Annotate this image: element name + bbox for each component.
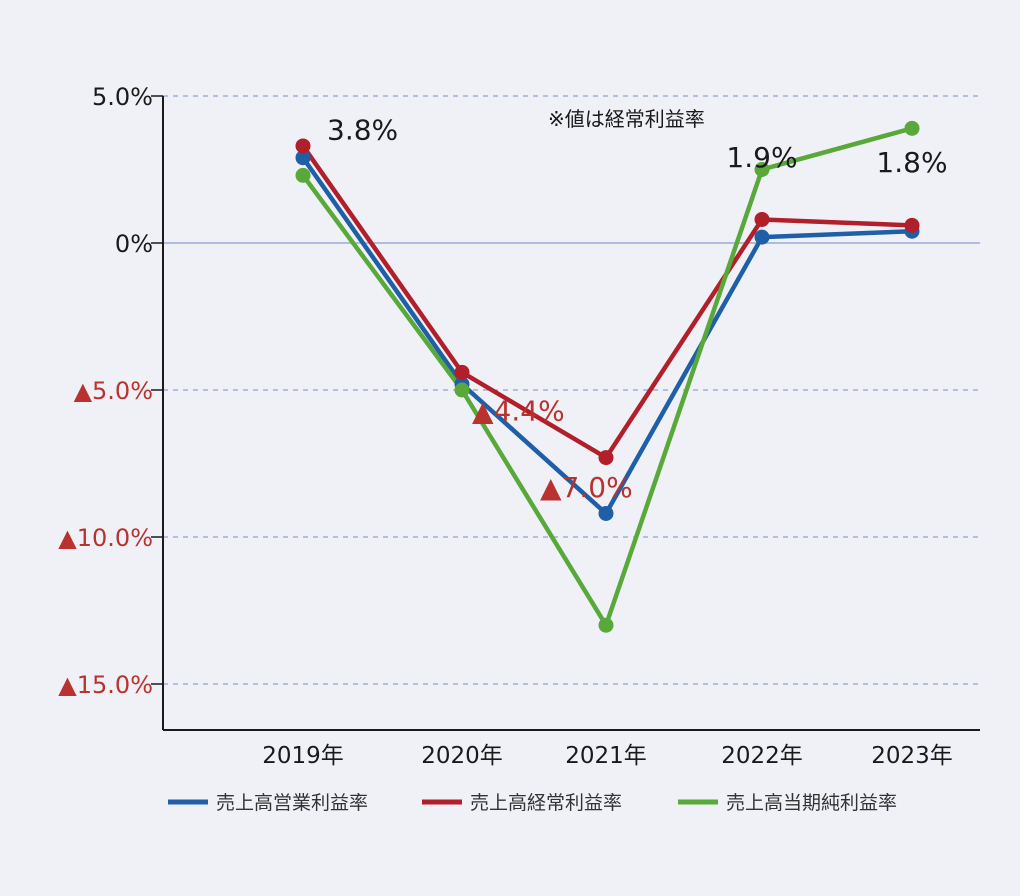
legend-label: 売上高経常利益率 — [470, 792, 622, 814]
data-point — [295, 167, 311, 183]
series-lines — [300, 126, 915, 628]
y-tick-label: ▲15.0% — [58, 671, 153, 699]
data-point — [904, 120, 920, 136]
series-line — [300, 126, 915, 628]
data-labels: 3.8% ▲4.4% ▲7.0% 1.9% 1.8% — [327, 113, 948, 504]
data-point — [754, 162, 770, 177]
data-point — [904, 217, 920, 233]
legend: 売上高営業利益率 売上高経常利益率 売上高当期純利益率 — [168, 792, 897, 814]
data-label: ▲7.0% — [540, 471, 633, 504]
legend-label: 売上高営業利益率 — [216, 792, 368, 814]
x-tick-label: 2021年 — [565, 743, 647, 769]
y-tick-label: 5.0% — [92, 83, 153, 111]
y-tick-label: ▲10.0% — [58, 524, 153, 552]
data-label: 1.8% — [876, 146, 947, 179]
legend-label: 売上高当期純利益率 — [726, 792, 897, 814]
axes — [162, 96, 980, 731]
y-tick-label: ▲5.0% — [74, 377, 153, 405]
x-tick-label: 2020年 — [421, 743, 503, 769]
x-tick-label: 2022年 — [721, 743, 803, 769]
data-point — [598, 505, 614, 521]
x-tick-label: 2023年 — [871, 743, 953, 769]
series-points — [295, 120, 920, 633]
data-point — [454, 382, 470, 398]
y-axis-ticks: 5.0% 0% ▲5.0% ▲10.0% ▲15.0% — [58, 83, 163, 699]
data-point — [598, 450, 614, 466]
data-point — [754, 229, 770, 245]
data-point — [454, 364, 470, 380]
data-label: 1.9% — [726, 141, 797, 174]
data-point — [598, 617, 614, 633]
data-point — [754, 211, 770, 227]
x-tick-label: 2019年 — [262, 743, 344, 769]
x-axis-ticks: 2019年 2020年 2021年 2022年 2023年 — [262, 743, 953, 769]
data-point — [295, 150, 311, 166]
chart-note: ※値は経常利益率 — [548, 107, 705, 131]
y-tick-label: 0% — [115, 230, 153, 258]
gridlines — [163, 95, 980, 685]
data-label: 3.8% — [327, 113, 398, 146]
data-point — [295, 138, 311, 154]
data-label: ▲4.4% — [472, 394, 565, 427]
